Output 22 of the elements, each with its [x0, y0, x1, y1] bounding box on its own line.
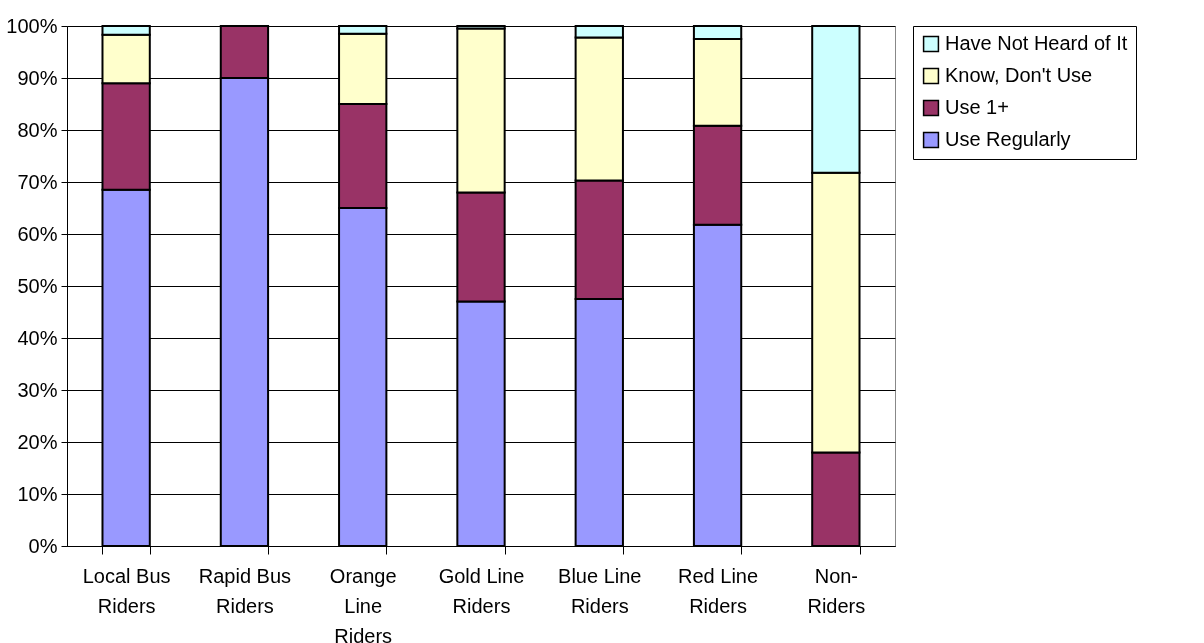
- legend-label: Know, Don't Use: [945, 64, 1093, 86]
- y-tick-label: 0%: [28, 534, 58, 557]
- x-tick-label: Orange Line Riders: [329, 564, 397, 643]
- x-tick-label: Blue Line Riders: [558, 564, 642, 617]
- legend-label: Use Regularly: [945, 128, 1071, 150]
- x-tick-label: Non-Riders: [807, 564, 866, 617]
- legend-label: Use 1+: [945, 96, 1009, 118]
- x-tick-label: Local Bus Riders: [82, 564, 171, 617]
- y-tick-label: 90%: [17, 66, 58, 89]
- y-tick-label: 40%: [17, 326, 58, 349]
- x-tick-label: Red Line Riders: [678, 564, 759, 617]
- y-tick-label: 100%: [6, 14, 58, 37]
- y-tick-label: 60%: [17, 222, 58, 245]
- x-tick-label: Gold Line Riders: [438, 564, 525, 617]
- y-tick-label: 20%: [17, 430, 58, 453]
- legend-label: Have Not Heard of It: [945, 32, 1128, 54]
- y-tick-label: 30%: [17, 378, 58, 401]
- x-tick-label: Rapid Bus Riders: [198, 564, 292, 617]
- y-tick-label: 10%: [17, 482, 58, 505]
- y-tick-label: 80%: [17, 118, 58, 141]
- y-tick-label: 70%: [17, 170, 58, 193]
- y-tick-label: 50%: [17, 274, 58, 297]
